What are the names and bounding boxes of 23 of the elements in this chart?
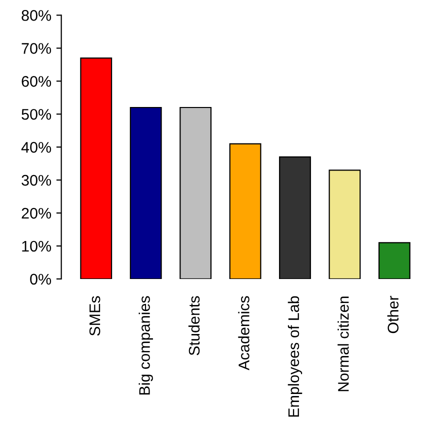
y-tick-label: 80% [22,10,52,21]
y-tick-label: 60% [22,76,52,87]
y-tick-label: 30% [22,174,52,186]
x-tick-label: Normal citizen [338,296,349,392]
y-tick-label: 50% [22,108,52,120]
x-tick-label: Employees of Lab [288,296,302,417]
y-tick-label: 0% [30,274,52,285]
bar [328,170,361,279]
bar [80,57,112,279]
bar [229,143,262,279]
bar [279,156,311,279]
x-tick-label: Students [188,296,200,356]
x-tick-label: Other [387,296,399,334]
y-tick-label: 40% [21,142,52,153]
bar [378,242,410,279]
x-tick-label: SMEs [89,296,100,336]
y-tick-label: 10% [22,240,52,252]
y-tick-label: 20% [22,208,52,219]
bar [130,106,162,279]
x-tick-label: Academics [238,296,250,370]
y-tick-label: 70% [22,43,52,54]
x-tick-label: Big companies [138,296,153,395]
bar [180,106,212,279]
